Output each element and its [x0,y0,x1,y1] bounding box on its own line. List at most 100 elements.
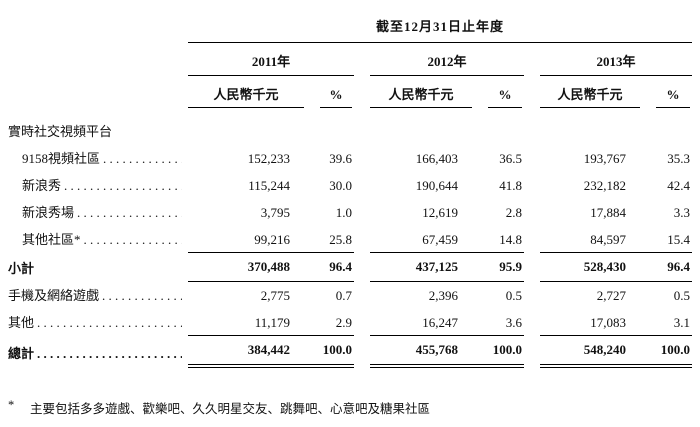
percent-cell: 39.6 [329,151,352,166]
amount-cell [540,112,646,144]
document-page: 截至12月31日止年度 2011年 2012年 2013年 人民幣千元 % 人民… [8,12,693,417]
amount-cell: 2,727 [596,288,626,303]
spacer-cell [354,43,370,76]
row-label: 手機及網絡遊戲 [8,288,100,303]
year-header-row: 2011年 2012年 2013年 [8,42,693,76]
percent-cell [646,112,692,144]
spacer-cell [524,43,540,76]
percent-cell: 0.5 [673,288,691,303]
percent-label: % [656,87,691,108]
spacer-cell [354,144,370,171]
dot-leader: . . . . . . . . . . . . . . . . . . . . … [37,315,182,330]
row-label: 9158視頻社區 [22,151,101,166]
spacer-cell [354,171,370,198]
spacer-cell [354,76,370,113]
spacer-cell [354,198,370,225]
percent-cell: 96.4 [646,251,693,282]
spacer-cell [524,252,540,281]
amount-cell: 16,247 [422,314,458,330]
row-others: 其他. . . . . . . . . . . . . . . . . . . … [8,308,692,335]
spacer-cell [8,76,188,113]
percent-cell: 95.9 [478,251,524,282]
percent-cell: 14.8 [499,231,522,247]
dot-leader: . . . . . . . . . . . . . . . . . . . . … [83,232,182,247]
amount-cell: 166,403 [415,151,458,166]
percent-cell: 15.4 [667,231,691,247]
spacer-cell [524,198,540,225]
dot-leader: . . . . . . . . . . . . . . . . . . . . … [102,288,182,303]
row-realtime-social-video-platform: 實時社交視頻平台 [8,112,692,144]
row-label-cell: 9158視頻社區. . . . . . . . . . . . . . . . … [8,144,188,171]
percent-cell: 3.3 [673,205,691,220]
spacer-cell [354,112,370,144]
amount-cell: 11,179 [254,314,290,330]
amount-cell: 99,216 [254,231,290,247]
percent-cell: 3.1 [673,314,691,330]
amount-cell: 2,775 [260,288,290,303]
rmb-thousand-label: 人民幣千元 [188,84,304,108]
footnote: * 主要包括多多遊戲、歡樂吧、久久明星交友、跳舞吧、心意吧及糖果社區 [8,398,692,417]
row-label: 實時社交視頻平台 [8,124,113,139]
spacer-cell [524,144,540,171]
percent-label: % [320,87,352,108]
percent-cell: 25.8 [329,231,352,247]
amount-cell [188,112,310,144]
row-label-cell: 手機及網絡遊戲. . . . . . . . . . . . . . . . .… [8,281,188,308]
amount-cell: 152,233 [247,151,290,166]
percent-cell: 100.0 [478,334,524,368]
row-subtotal: 小計 370,488 96.4 437,125 95.9 528,430 96.… [8,251,693,282]
spacer-cell [354,225,370,252]
revenue-breakdown-table: 截至12月31日止年度 2011年 2012年 2013年 人民幣千元 % 人民… [8,12,693,368]
dot-leader: . . . . . . . . . . . . . . . . . . . . … [77,205,182,220]
amount-cell: 548,240 [540,334,646,368]
percent-cell: 30.0 [329,178,352,193]
spacer-cell [354,308,370,335]
rmb-thousand-label: 人民幣千元 [370,84,472,108]
year-header-2011: 2011年 [188,42,354,76]
percent-header: % [646,76,692,113]
amount-cell [370,112,478,144]
percent-cell: 100.0 [310,334,354,368]
amount-cell: 455,768 [370,334,478,368]
amount-cell: 3,795 [260,205,290,220]
dot-leader: . . . . . . . . . . . . . . . . . . . . … [103,151,182,166]
percent-header: % [478,76,524,113]
period-header: 截至12月31日止年度 [188,12,693,43]
row-sina-show-hall: 新浪秀場. . . . . . . . . . . . . . . . . . … [8,198,692,225]
row-mobile-online-games: 手機及網絡遊戲. . . . . . . . . . . . . . . . .… [8,281,692,308]
percent-cell: 1.0 [335,205,352,220]
percent-cell [310,112,354,144]
row-label-cell: 其他. . . . . . . . . . . . . . . . . . . … [8,308,188,335]
amount-cell: 528,430 [540,251,646,282]
percent-cell [478,112,524,144]
dot-leader: . . . . . . . . . . . . . . . . . . . . … [64,178,182,193]
percent-cell: 42.4 [667,178,691,193]
row-sina-show: 新浪秀. . . . . . . . . . . . . . . . . . .… [8,171,692,198]
spacer-cell [524,112,540,144]
spacer-cell [8,12,188,43]
row-label: 新浪秀場 [22,205,75,220]
footnote-marker: * [8,397,15,412]
amount-cell: 193,767 [583,151,626,166]
row-label-cell: 總計. . . . . . . . . . . . . . . . . . . … [8,335,188,366]
spacer-cell [354,252,370,281]
amount-cell: 232,182 [583,178,626,193]
percent-label: % [488,87,522,108]
rmb-thousand-label: 人民幣千元 [540,84,640,108]
percent-cell: 0.7 [335,288,352,303]
amount-cell: 384,442 [188,334,310,368]
percent-cell: 96.4 [310,251,354,282]
row-other-communities: 其他社區*. . . . . . . . . . . . . . . . . .… [8,225,692,252]
footnote-text: 主要包括多多遊戲、歡樂吧、久久明星交友、跳舞吧、心意吧及糖果社區 [30,401,431,416]
spacer-cell [524,76,540,113]
percent-cell: 0.5 [505,288,522,303]
row-label-cell: 實時社交視頻平台 [8,112,188,144]
dot-leader: . . . . . . . . . . . . . . . . . . . . … [37,345,182,361]
spacer-cell [524,335,540,366]
spacer-cell [524,281,540,308]
subheader-row: 人民幣千元 % 人民幣千元 % 人民幣千元 % [8,76,692,113]
spacer-cell [524,171,540,198]
row-9158-video-community: 9158視頻社區. . . . . . . . . . . . . . . . … [8,144,692,171]
row-total: 總計. . . . . . . . . . . . . . . . . . . … [8,334,693,368]
row-label: 小計 [8,261,35,276]
